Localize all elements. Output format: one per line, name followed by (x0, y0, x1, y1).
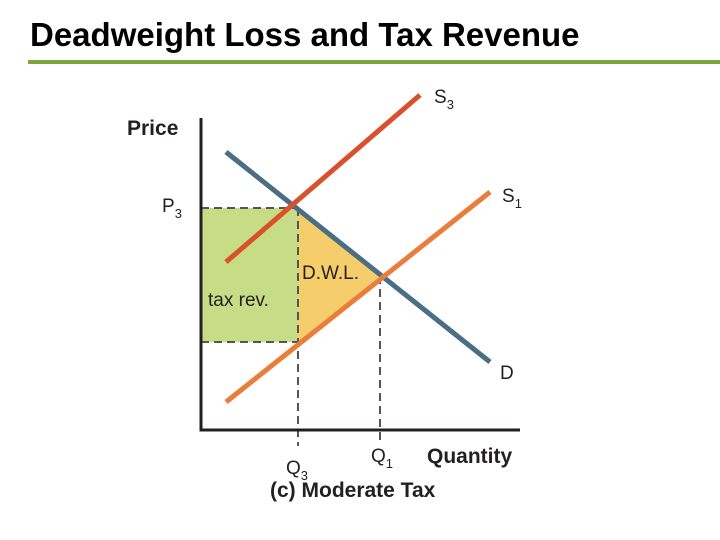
demand-curve (224, 150, 492, 364)
curve-name: S (502, 186, 515, 207)
quantity-label: Q1 (371, 446, 393, 471)
supply-curve-s3 (224, 93, 422, 264)
caption: (c) Moderate Tax (270, 479, 436, 502)
price-subscript: 3 (175, 206, 182, 221)
price-label: P3 (162, 196, 182, 221)
supply-curve-s1 (224, 190, 492, 404)
price-name: P (162, 196, 175, 217)
deadweight-loss-area (298, 208, 380, 344)
quantity-name: Q (371, 446, 386, 467)
y-axis-label: Price (127, 117, 178, 140)
curve-name: S (434, 87, 447, 108)
quantity-subscript: 3 (301, 468, 308, 483)
quantity-name: Q (286, 458, 301, 479)
x-axis-label: Quantity (427, 445, 512, 468)
curve-subscript: 1 (515, 196, 522, 211)
curve-subscript: 3 (447, 97, 454, 112)
region-label: tax rev. (208, 290, 269, 311)
curve-label: S3 (434, 87, 454, 112)
axes (199, 118, 520, 432)
curve-label: D (500, 363, 514, 384)
tax-revenue-area (201, 208, 298, 342)
region-label: D.W.L. (302, 263, 359, 284)
slide-title: Deadweight Loss and Tax Revenue (30, 16, 580, 53)
quantity-subscript: 1 (386, 456, 393, 471)
quantity-label: Q3 (286, 458, 308, 483)
curve-label: S1 (502, 186, 522, 211)
